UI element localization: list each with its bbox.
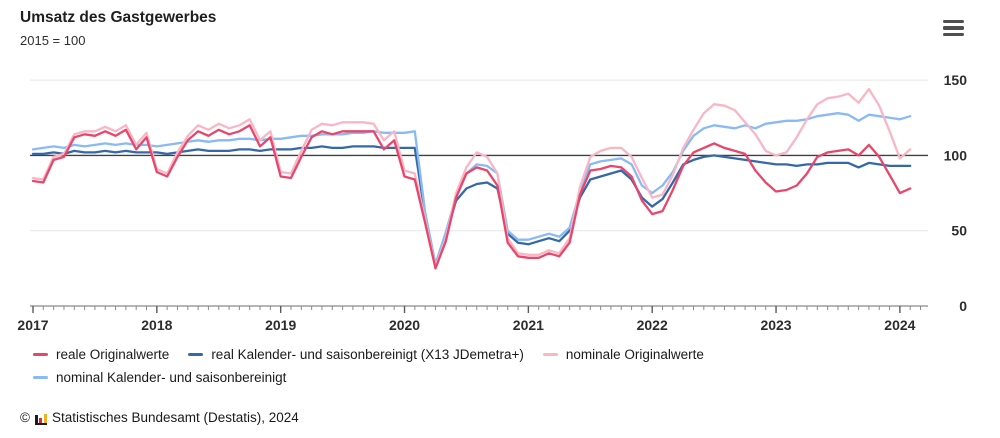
chart-title: Umsatz des Gastgewerbes [20, 9, 217, 26]
y-axis-label: 100 [944, 147, 968, 163]
series-line-3 [31, 112, 912, 265]
legend-swatch-icon [542, 352, 558, 357]
legend-label: reale Originalwerte [56, 347, 170, 362]
x-axis-label: 2024 [884, 317, 915, 333]
x-axis-label: 2018 [141, 317, 172, 333]
legend-swatch-icon [188, 352, 204, 357]
hamburger-icon [943, 19, 964, 24]
x-axis-label: 2020 [389, 317, 420, 333]
series-line-1 [31, 145, 912, 267]
legend-item-1[interactable]: real Kalender- und saisonbereinigt (X13 … [188, 347, 524, 362]
chart-canvas: 2017 2018 2019 2020 2021 2022 2023 2024 0 50 100 15… [17, 72, 968, 333]
legend-swatch-icon [33, 375, 48, 380]
chart-subtitle: 2015 = 100 [20, 33, 86, 48]
menu-button[interactable] [943, 17, 967, 39]
series-line-0 [31, 124, 912, 270]
legend-item-0[interactable]: reale Originalwerte [33, 347, 169, 362]
x-axis-label: 2023 [760, 317, 791, 333]
legend-swatch-icon [33, 352, 48, 357]
legend: reale Originalwerte real Kalender- und sa… [33, 347, 793, 385]
legend-label: nominal Kalender- und saisonbereinigt [56, 370, 287, 385]
copyright-symbol: © [20, 410, 30, 425]
y-axis-label: 0 [959, 298, 967, 314]
footer-attribution: © Statistisches Bundesamt (Destatis), 20… [20, 410, 299, 425]
legend-label: nominale Originalwerte [565, 347, 704, 362]
legend-item-2[interactable]: nominale Originalwerte [542, 347, 704, 362]
x-axis-label: 2021 [513, 317, 544, 333]
y-axis-label: 50 [951, 223, 967, 239]
x-axis-label: 2017 [17, 317, 48, 333]
legend-item-3[interactable]: nominal Kalender- und saisonbereinigt [33, 370, 286, 385]
y-axis-label: 150 [944, 72, 968, 88]
x-axis-label: 2022 [637, 317, 668, 333]
attribution-text: Statistisches Bundesamt (Destatis), 2024 [51, 410, 299, 425]
destatis-logo-icon [34, 411, 47, 425]
legend-label: real Kalender- und saisonbereinigt (X13 … [211, 347, 524, 362]
series-line-2 [31, 87, 912, 268]
x-axis-label: 2019 [265, 317, 296, 333]
